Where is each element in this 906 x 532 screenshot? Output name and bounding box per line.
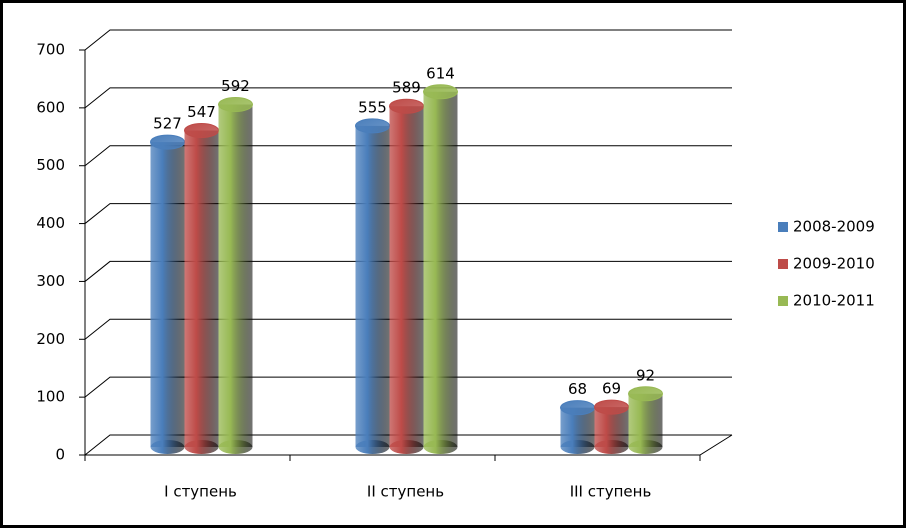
grid-line [84,29,732,51]
legend-label: 2010-2011 [793,292,875,310]
grid-line [84,145,732,167]
legend-swatch [778,222,788,232]
legend-label: 2009-2010 [793,255,875,273]
x-tick-label: II ступень [367,483,444,501]
bar-top [218,96,253,112]
y-tick-label: 400 [36,214,65,232]
grid-line [84,376,732,398]
data-label: 614 [426,64,455,82]
y-tick-label: 700 [36,41,65,59]
legend-swatch [778,259,788,269]
bar-top [594,399,629,415]
data-label: 92 [636,366,655,384]
grid-line [84,203,732,224]
y-tick-label: 300 [36,272,65,290]
y-tick-label: 100 [36,388,65,406]
data-label: 69 [602,380,621,398]
grid-line [84,318,732,340]
bar [218,104,253,447]
grid-line [84,260,732,282]
grid-line [84,434,732,456]
bar [184,130,219,447]
bar [628,393,663,447]
y-tick-label: 200 [36,330,65,348]
data-label: 68 [568,380,587,398]
data-label: 589 [392,79,421,97]
bar-top [560,400,595,416]
grid-line [84,87,732,109]
bar-top [389,98,424,114]
x-tick-label: I ступень [164,483,237,501]
bar [389,106,424,447]
legend-label: 2008-2009 [793,218,875,236]
bar-top [355,118,390,134]
y-tick-label: 0 [55,446,65,464]
data-label: 592 [221,77,250,95]
data-label: 555 [358,98,387,116]
bar-top [150,134,185,150]
bar-top [423,84,458,100]
x-tick-label: III ступень [570,483,652,501]
data-label: 527 [153,115,182,133]
bar [355,125,390,448]
y-tick-label: 600 [36,98,65,116]
legend-swatch [778,296,788,306]
data-label: 547 [187,103,216,121]
bar [150,142,185,448]
bar-top [184,123,219,139]
bar [423,91,458,447]
bar-top [628,386,663,402]
y-tick-label: 500 [36,156,65,174]
